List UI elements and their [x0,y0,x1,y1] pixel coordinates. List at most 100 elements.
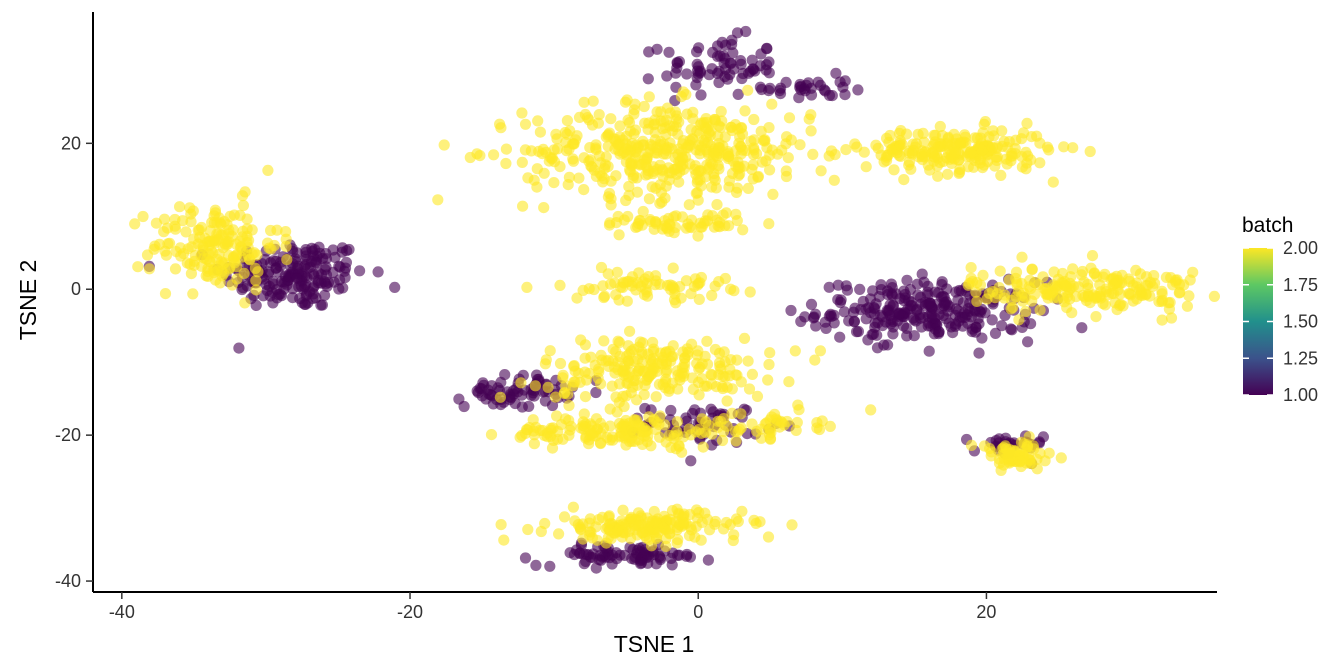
data-point [554,357,567,370]
data-point [737,67,749,80]
data-point [713,76,725,89]
data-point [603,187,616,200]
data-point [965,262,977,274]
data-point [767,188,779,200]
data-point [1170,274,1182,286]
data-point [593,554,605,566]
data-point [906,147,918,159]
data-point [707,151,720,163]
data-point [709,114,721,126]
data-point [971,295,983,307]
data-point [204,225,216,237]
data-point [539,358,552,370]
data-point [223,249,235,262]
data-point [1058,141,1070,153]
data-point [713,163,725,175]
data-point [838,306,851,318]
data-point [785,134,797,146]
data-point [579,339,592,351]
data-point [577,284,589,296]
data-point [579,421,591,433]
data-point [989,327,1002,339]
data-point [237,199,249,212]
data-point [1160,271,1172,283]
data-point [1026,295,1038,307]
x-tick-label: -40 [109,602,135,622]
data-point [250,284,262,296]
data-point [716,434,729,447]
data-point [763,122,775,134]
data-point [621,94,633,106]
data-point [642,123,654,135]
data-point [1066,307,1078,319]
data-point [243,234,255,246]
data-point [598,291,610,304]
data-point [239,186,251,198]
data-point [606,549,619,561]
data-point [578,96,590,108]
data-point [633,365,645,377]
data-point [1156,314,1168,326]
data-point [728,529,740,541]
data-point [608,361,621,373]
data-point [584,154,597,166]
data-point [852,84,864,96]
data-point [824,420,836,432]
data-point [639,379,651,391]
data-point [531,163,543,175]
data-point [372,266,384,278]
data-point [894,308,906,320]
data-point [671,537,683,549]
data-point [569,365,581,377]
data-point [973,347,985,359]
data-point [692,230,704,242]
data-point [840,144,852,156]
data-point [516,156,528,168]
data-point [233,342,245,354]
data-point [746,418,758,430]
data-point [865,307,877,319]
data-point [803,113,815,125]
data-point [996,125,1008,137]
data-point [734,55,747,67]
data-point [695,89,707,101]
data-point [637,135,649,147]
data-point [636,438,649,450]
data-point [265,224,277,237]
data-point [1085,262,1097,274]
data-point [898,174,910,186]
data-point [872,142,884,154]
data-point [663,429,675,441]
data-point [860,161,872,173]
data-point [766,411,778,423]
data-point [1043,144,1055,156]
data-point [563,171,576,183]
data-point [851,141,863,153]
data-point [632,520,645,532]
data-point [637,205,649,218]
data-point [962,161,974,173]
data-point [625,345,637,357]
data-point [888,164,900,176]
data-point [624,325,636,337]
data-point [661,102,674,114]
data-point [677,516,689,528]
data-point [554,279,566,291]
data-point [175,250,187,262]
data-point [603,510,615,522]
data-point [732,425,744,438]
data-point [341,245,353,257]
data-point [538,429,550,441]
data-point [670,297,682,309]
data-point [805,125,817,137]
data-point [711,199,723,211]
data-point [989,160,1001,172]
data-point [209,207,222,219]
data-point [1022,336,1034,348]
data-point [742,182,754,194]
data-point [823,281,835,293]
data-point [666,559,678,571]
data-point [1018,127,1030,139]
data-point [1059,280,1071,292]
data-point [759,134,771,146]
